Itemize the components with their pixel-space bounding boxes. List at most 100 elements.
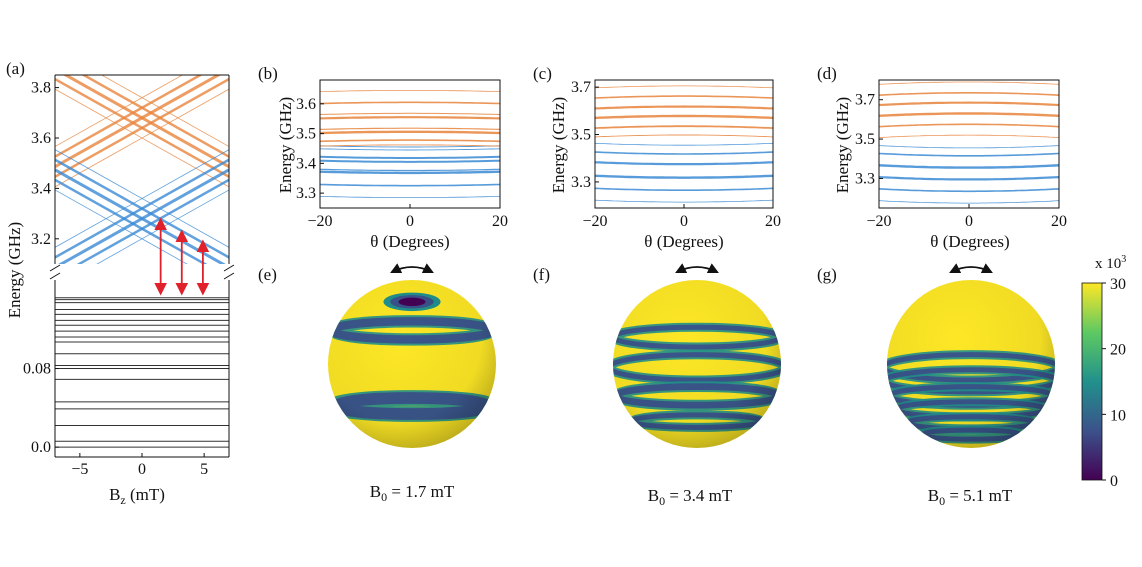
pd-series-0: [879, 200, 1059, 204]
panel-b-xlabel: θ (Degrees): [370, 232, 449, 251]
pb-series-6: [320, 148, 500, 151]
pd-series-10: [879, 92, 1059, 96]
panel-b-ylabel: Energy (GHz): [276, 97, 295, 193]
pd-xtick-label-0: −20: [866, 213, 891, 230]
panel-a-upper-ytick-label-1: 3.4: [31, 180, 51, 197]
pc-lines: [595, 85, 773, 203]
pc-series-4: [595, 151, 773, 155]
pd-series-2: [879, 176, 1059, 181]
pb-series-0: [320, 196, 500, 198]
colorbar-tick-label-2: 20: [1110, 342, 1126, 359]
sphere-g-rotation-arrow: [949, 263, 993, 273]
panel-a-xtick-label-0: −5: [71, 461, 88, 478]
colorbar-scale-label: x 103: [1095, 254, 1126, 272]
panel-c: 3.3 3.5 3.7 −20 0 20: [571, 79, 781, 230]
pb-xtick-label-1: 0: [406, 213, 414, 230]
pc-series-7: [595, 125, 773, 129]
panel-a-lower-ytick-label-0: 0.0: [31, 439, 51, 456]
break-mark-1-0: [223, 264, 235, 272]
break-mark-0-1: [49, 272, 61, 280]
panel-a-ylabel: Energy (GHz): [5, 222, 24, 318]
colorbar: 0 10 20 30: [1081, 276, 1126, 490]
pc-series-5: [595, 142, 773, 146]
pc-ytick-label-0: 3.3: [571, 174, 591, 191]
pb-series-3: [320, 168, 500, 172]
panel-a-lower-ytick-label-1: 0.08: [23, 361, 51, 378]
pc-series-0: [595, 199, 773, 203]
pc-xtick-label-2: 20: [765, 213, 781, 230]
pb-series-10: [320, 130, 500, 135]
orange-level-2-down: [62, 75, 229, 169]
panel-a-label: (a): [6, 59, 25, 78]
pd-frame: [878, 79, 1060, 209]
sphere-f-shading: [613, 280, 781, 448]
pc-series-10: [595, 95, 773, 99]
pd-series-1: [879, 188, 1059, 193]
colorbar-tick-label-3: 30: [1110, 276, 1126, 293]
panel-e-field-label: B0 = 1.7 mT: [370, 482, 455, 504]
pd-series-6: [879, 134, 1059, 138]
panel-c-xlabel: θ (Degrees): [644, 232, 723, 251]
pd-series-4: [879, 152, 1059, 157]
sphere-g: [887, 263, 1055, 448]
pc-xtick-label-1: 0: [680, 213, 688, 230]
pb-series-2: [320, 170, 500, 175]
pc-series-2: [595, 174, 773, 179]
pd-xtick-label-2: 20: [1051, 213, 1067, 230]
panel-d: 3.3 3.5 3.7 −20 0 20: [855, 79, 1067, 230]
pc-ytick-label-2: 3.7: [571, 79, 591, 96]
pd-ytick-label-1: 3.5: [855, 131, 875, 148]
pc-series-6: [595, 134, 773, 138]
pb-series-15: [320, 90, 500, 92]
colorbar-tick-label-0: 0: [1110, 473, 1118, 490]
panel-b-label: (b): [258, 64, 278, 83]
pd-series-8: [879, 112, 1059, 117]
pd-series-3: [879, 164, 1059, 169]
panel-g-label: (g): [817, 265, 837, 284]
pd-ytick-label-0: 3.3: [855, 170, 875, 187]
pb-frame: [319, 79, 501, 209]
panel-a-xtick-label-2: 5: [200, 461, 208, 478]
panel-b: 3.3 3.4 3.5 3.6 −20 0 20: [296, 79, 508, 230]
sphere-f-rotation-arrow: [675, 263, 719, 273]
pd-series-11: [879, 81, 1059, 85]
blue-level-4-down: [55, 149, 229, 248]
pb-xtick-label-2: 20: [492, 213, 508, 230]
pc-series-11: [595, 85, 773, 89]
blue-level-0-down: [55, 189, 188, 264]
sphere-f: [613, 263, 781, 448]
colorbar-gradient: [1081, 282, 1103, 481]
pd-series-5: [879, 145, 1059, 149]
break-mark-1-1: [223, 272, 235, 280]
sphere-e: [328, 263, 496, 448]
pb-series-1: [320, 183, 500, 187]
sphere-g-shading: [887, 280, 1055, 448]
orange-level-1-down: [55, 77, 229, 178]
panel-g-field-label: B0 = 5.1 mT: [928, 486, 1013, 508]
panel-a-upper-ytick-label-2: 3.6: [31, 130, 51, 147]
pb-series-11: [320, 127, 500, 130]
panel-a-ground-levels: [55, 297, 229, 448]
panel-c-ylabel: Energy (GHz): [549, 97, 568, 193]
pb-series-7: [320, 145, 500, 148]
pb-ytick-label-3: 3.6: [296, 96, 316, 113]
pb-ytick-label-2: 3.5: [296, 126, 316, 143]
pc-xtick-label-0: −20: [582, 213, 607, 230]
pc-series-1: [595, 187, 773, 191]
pb-lines: [320, 90, 500, 198]
panel-c-label: (c): [533, 64, 552, 83]
orange-level-0-down: [55, 88, 229, 188]
panel-e-label: (e): [258, 265, 277, 284]
panel-a-xtick-label-1: 0: [138, 461, 146, 478]
pc-series-8: [595, 114, 773, 120]
pb-ytick-label-1: 3.4: [296, 155, 316, 172]
panel-a-upper-ytick-label-0: 3.2: [31, 231, 51, 248]
pc-series-3: [595, 161, 773, 166]
pb-series-14: [320, 101, 500, 105]
orange-level-4-down: [100, 75, 229, 147]
panel-d-ylabel: Energy (GHz): [833, 97, 852, 193]
pb-series-4: [320, 159, 500, 163]
pd-series-7: [879, 123, 1059, 128]
pb-xtick-label-0: −20: [307, 213, 332, 230]
